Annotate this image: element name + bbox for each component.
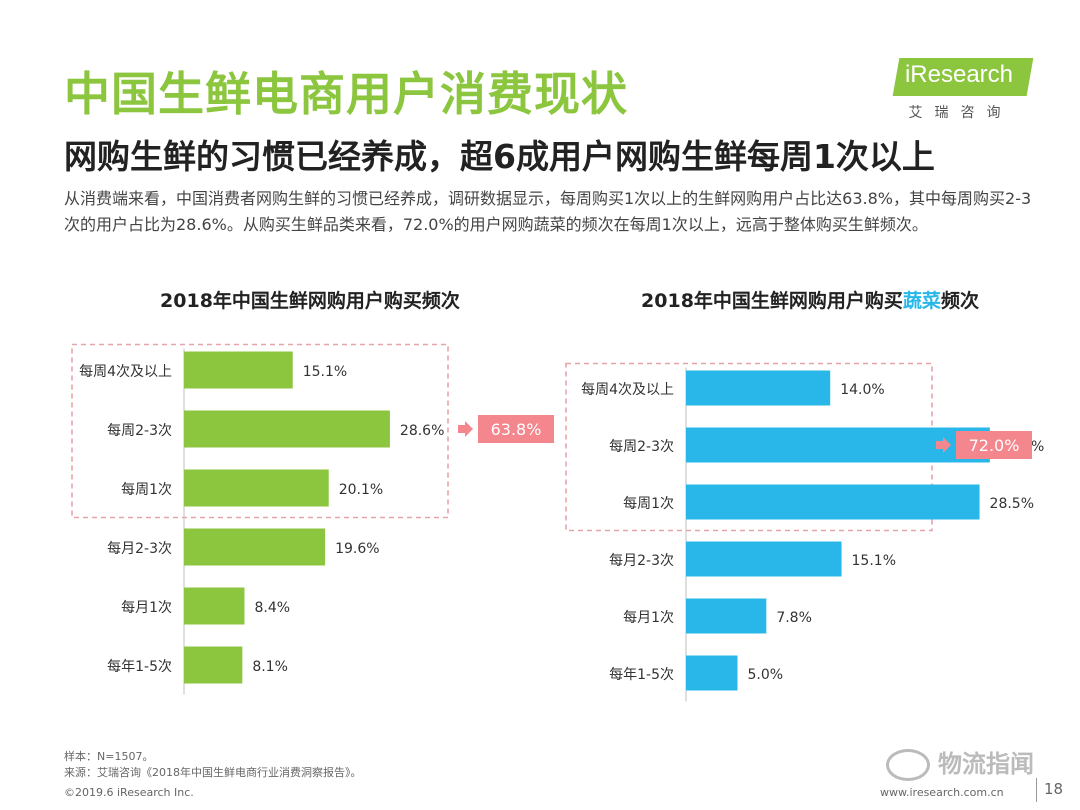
source-note: 来源：艾瑞咨询《2018年中国生鲜电商行业消费洞察报告》。 [64, 766, 362, 779]
watermark-text: 物流指闻 [938, 750, 1034, 778]
chart-title: 2018年中国生鲜网购用户购买蔬菜频次 [560, 286, 1060, 313]
total-badge-label: 63.8% [491, 420, 542, 439]
footer-divider [1036, 778, 1037, 802]
chart-vegetable-frequency: 2018年中国生鲜网购用户购买蔬菜频次 14.0%每周4次及以上29.5%每周2… [560, 286, 1060, 706]
category-label: 每月1次 [121, 600, 172, 616]
arrow-head [465, 421, 473, 437]
watermark: 物流指闻 [886, 744, 1034, 781]
data-label: 7.8% [776, 610, 812, 626]
bar [686, 598, 767, 634]
category-label: 每月2-3次 [107, 541, 172, 557]
wechat-icon [886, 749, 930, 781]
category-label: 每周4次及以上 [581, 382, 674, 398]
category-label: 每周2-3次 [609, 439, 674, 455]
data-label: 15.1% [852, 553, 896, 569]
highlight-box [71, 343, 449, 519]
data-label: 28.6% [400, 423, 444, 439]
data-label: 20.1% [339, 482, 383, 498]
page-subtitle: 网购生鲜的习惯已经养成，超6成用户网购生鲜每周1次以上 [64, 137, 935, 176]
logo-brand: iResearch [904, 61, 1014, 88]
total-badge [956, 431, 1032, 459]
chart-title-highlight: 蔬菜 [902, 290, 941, 312]
intro-paragraph: 从消费端来看，中国消费者网购生鲜的习惯已经养成，调研数据显示，每周购买1次以上的… [64, 189, 1032, 234]
category-label: 每周1次 [623, 496, 674, 512]
chart-title: 2018年中国生鲜网购用户购买频次 [160, 290, 460, 312]
page-number: 18 [1044, 780, 1064, 798]
page-title: 中国生鲜电商用户消费现状 [64, 67, 628, 121]
total-badge-label: 72.0% [969, 436, 1020, 455]
chart-overall-svg: 15.1% 每周4次及以上 28.6% 每周2-3次 20.1% 每周1次 19.6% 每月2… [71, 343, 554, 695]
arrow-head [943, 437, 951, 453]
data-label: 5.0% [748, 667, 784, 683]
bar [184, 528, 326, 566]
category-label: 每周2-3次 [107, 423, 172, 439]
chart-vegetable-svg: 14.0%每周4次及以上29.5%每周2-3次28.5%每周1次15.1%每月2… [565, 362, 1044, 702]
total-badge [478, 415, 554, 443]
chart-title-part: 频次 [940, 290, 979, 312]
data-label: 15.1% [303, 364, 347, 380]
logo-subtitle: 艾瑞咨询 [908, 105, 1013, 121]
data-label: 19.6% [335, 541, 379, 557]
iresearch-logo: iResearch 艾瑞咨询 [888, 58, 1034, 122]
copyright: ©2019.6 iResearch Inc. [64, 786, 194, 799]
data-label: 28.5% [990, 496, 1034, 512]
category-label: 每周4次及以上 [79, 364, 172, 380]
website: www.iresearch.com.cn [880, 786, 1004, 799]
bar [686, 655, 738, 691]
bar [184, 410, 390, 448]
category-label: 每月2-3次 [609, 553, 674, 569]
bar [686, 541, 842, 577]
sample-note: 样本：N=1507。 [64, 750, 154, 763]
bar [184, 469, 329, 507]
chart-title-part: 2018年中国生鲜网购用户购买 [641, 290, 903, 312]
category-label: 每周1次 [121, 482, 172, 498]
category-label: 每月1次 [623, 610, 674, 626]
highlight-box [565, 362, 933, 532]
bar [184, 587, 245, 625]
category-label: 每年1-5次 [609, 667, 674, 683]
bar [184, 646, 243, 684]
bar [686, 370, 831, 406]
category-label: 每年1-5次 [107, 659, 172, 675]
chart-overall-frequency: 2018年中国生鲜网购用户购买频次 15.1% 每周4次及以上 28.6% 每周2-3… [60, 286, 560, 706]
data-label: 8.1% [252, 659, 288, 675]
bar [184, 351, 293, 389]
bar [686, 484, 980, 520]
data-label: 14.0% [840, 382, 884, 398]
arrow-shaft [936, 441, 943, 449]
data-label: 8.4% [254, 600, 290, 616]
arrow-shaft [458, 425, 465, 433]
